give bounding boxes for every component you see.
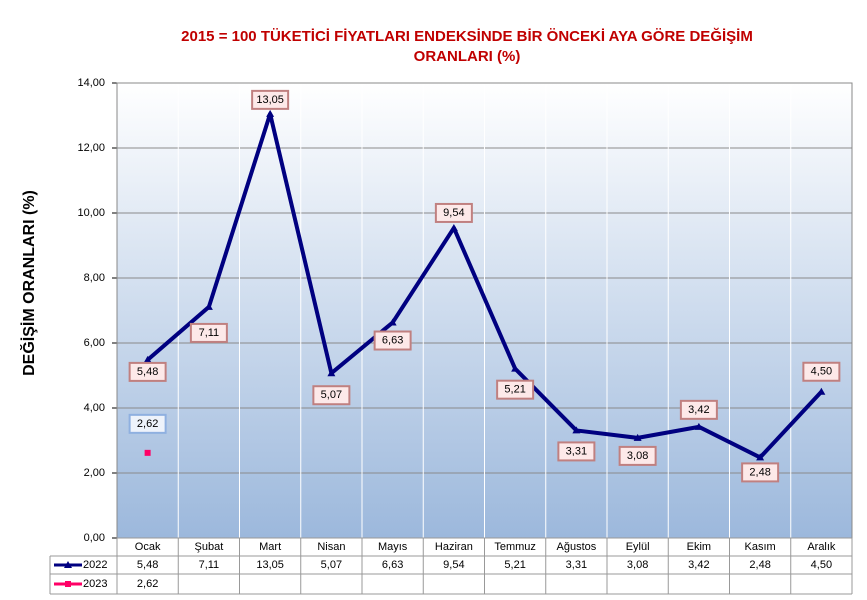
- value-label: 3,42: [688, 404, 709, 416]
- value-label-box: [434, 202, 473, 223]
- x-tick-label: Şubat: [195, 541, 224, 553]
- x-tick-label: Haziran: [435, 541, 473, 553]
- value-label-box: [618, 445, 657, 466]
- legend-label: 2022: [83, 559, 107, 571]
- y-tick-label: 8,00: [84, 272, 105, 284]
- marker: [204, 302, 213, 310]
- value-label: 7,11: [199, 327, 220, 339]
- x-tick-label: Mart: [259, 541, 281, 553]
- value-label-box: [128, 413, 167, 434]
- value-label-box: [557, 441, 596, 462]
- value-label: 9,54: [443, 207, 464, 219]
- table-value: 5,07: [321, 559, 342, 571]
- y-axis-label: DEĞİŞİM ORANLARI (%): [19, 190, 38, 376]
- table-value: 3,08: [627, 559, 648, 571]
- marker: [266, 109, 275, 117]
- value-label: 2,62: [137, 418, 158, 430]
- y-tick-label: 14,00: [77, 77, 105, 89]
- value-label-box: [251, 89, 290, 110]
- marker: [694, 422, 703, 430]
- x-tick-label: Temmuz: [494, 541, 536, 553]
- y-tick-label: 6,00: [84, 337, 105, 349]
- x-tick-label: Aralık: [807, 541, 836, 553]
- value-label: 5,48: [137, 366, 158, 378]
- marker: [817, 387, 826, 395]
- y-tick-label: 12,00: [77, 142, 105, 154]
- chart-title: 2015 = 100 TÜKETİCİ FİYATLARI ENDEKSİNDE…: [181, 27, 753, 45]
- y-tick-label: 4,00: [84, 402, 105, 414]
- x-tick-label: Ağustos: [557, 541, 597, 553]
- value-label: 5,21: [504, 384, 525, 396]
- table-value: 5,48: [137, 559, 158, 571]
- table-value: 9,54: [443, 559, 464, 571]
- marker: [144, 449, 151, 456]
- table-value: 5,21: [504, 559, 525, 571]
- value-label: 2,48: [749, 466, 770, 478]
- marker: [449, 223, 458, 231]
- value-label: 13,05: [256, 94, 284, 106]
- table-value: 2,48: [749, 559, 770, 571]
- y-tick-label: 2,00: [84, 467, 105, 479]
- x-tick-label: Nisan: [317, 541, 345, 553]
- table-value: 13,05: [256, 559, 284, 571]
- x-tick-label: Ekim: [687, 541, 711, 553]
- value-label: 4,50: [811, 366, 832, 378]
- x-tick-label: Ocak: [135, 541, 161, 553]
- value-label-box: [679, 399, 718, 420]
- value-label-box: [741, 462, 780, 483]
- y-tick-label: 10,00: [77, 207, 105, 219]
- marker: [572, 426, 581, 434]
- marker: [388, 318, 397, 326]
- value-label-box: [802, 361, 841, 382]
- x-tick-label: Kasım: [745, 541, 776, 553]
- legend-label: 2023: [83, 578, 107, 590]
- marker: [756, 453, 765, 461]
- marker: [143, 355, 152, 363]
- value-label-box: [128, 361, 167, 382]
- marker: [511, 364, 520, 372]
- value-label: 3,08: [627, 450, 648, 462]
- table-value: 7,11: [199, 559, 220, 571]
- chart-title: ORANLARI (%): [414, 48, 521, 65]
- legend-marker: [65, 581, 71, 587]
- table-value: 3,31: [566, 559, 587, 571]
- value-label-box: [373, 330, 412, 351]
- value-label-box: [496, 379, 535, 400]
- marker: [327, 369, 336, 377]
- value-label-box: [189, 322, 228, 343]
- table-value: 3,42: [688, 559, 709, 571]
- marker: [633, 433, 642, 441]
- table-value: 2,62: [137, 578, 158, 590]
- value-label: 5,07: [321, 389, 342, 401]
- y-tick-label: 0,00: [84, 532, 105, 544]
- x-tick-label: Eylül: [626, 541, 650, 553]
- x-tick-label: Mayıs: [378, 541, 408, 553]
- series-line: [146, 111, 823, 460]
- table-value: 4,50: [811, 559, 832, 571]
- value-label: 6,63: [382, 334, 403, 346]
- value-label-box: [312, 385, 351, 406]
- value-label: 3,31: [566, 445, 587, 457]
- legend-marker: [64, 561, 72, 568]
- table-value: 6,63: [382, 559, 403, 571]
